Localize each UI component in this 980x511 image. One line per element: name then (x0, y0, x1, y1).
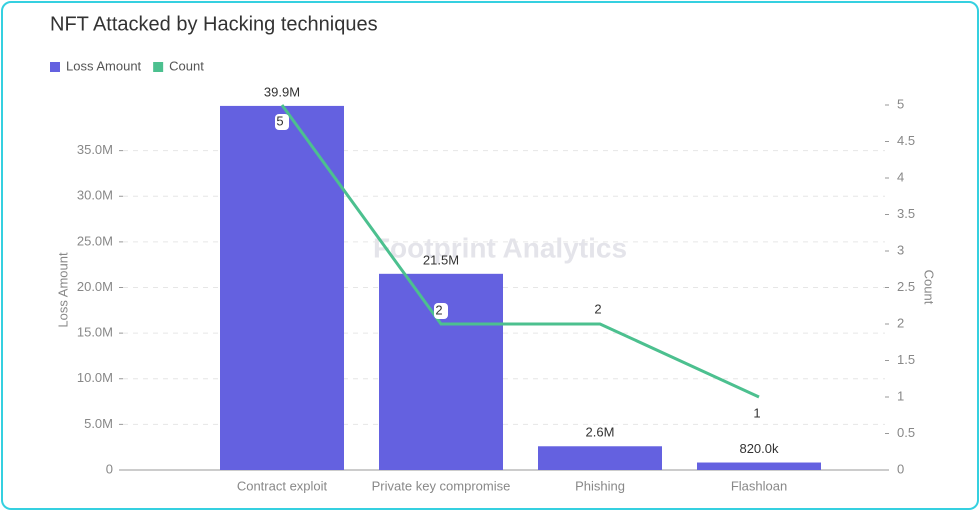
legend-label: Count (169, 58, 204, 73)
data-label: 2 (594, 301, 601, 316)
y2-tick-label: 5 (897, 96, 904, 111)
y-tick-label: 30.0M (77, 188, 113, 203)
watermark: Footprint Analytics (373, 232, 627, 263)
y-tick-label: 10.0M (77, 370, 113, 385)
y-tick-label: 20.0M (77, 279, 113, 294)
y2-tick-label: 2.5 (897, 279, 915, 294)
y2-tick-label: 0 (897, 461, 904, 476)
y2-axis-title: Count (922, 270, 937, 305)
legend-swatch (50, 62, 60, 72)
data-label: 1 (753, 405, 760, 420)
data-label-bg (434, 303, 448, 319)
y2-tick-label: 1.5 (897, 352, 915, 367)
bar (697, 462, 821, 470)
data-label: 5 (276, 113, 283, 128)
bar (220, 105, 344, 470)
y-tick-label: 0 (106, 461, 113, 476)
bar (538, 446, 662, 470)
legend-label: Loss Amount (66, 58, 142, 73)
y2-tick-label: 0.5 (897, 425, 915, 440)
data-label: 2.6M (586, 425, 615, 440)
y2-tick-label: 4.5 (897, 133, 915, 148)
x-tick-label: Phishing (575, 478, 625, 493)
y2-tick-label: 3.5 (897, 206, 915, 221)
x-tick-label: Private key compromise (372, 478, 511, 493)
line (280, 104, 760, 399)
y2-tick-label: 1 (897, 388, 904, 403)
legend-swatch (153, 62, 164, 72)
data-label: 2 (435, 302, 442, 317)
data-label: 820.0k (739, 441, 779, 456)
y-tick-label: 25.0M (77, 233, 113, 248)
y2-tick-label: 3 (897, 242, 904, 257)
y-tick-label: 35.0M (77, 142, 113, 157)
y-tick-label: 5.0M (84, 416, 113, 431)
chart-title: NFT Attacked by Hacking techniques (50, 13, 378, 35)
data-label: 21.5M (423, 252, 459, 267)
data-label: 39.9M (264, 84, 300, 99)
x-tick-label: Contract exploit (237, 478, 328, 493)
y-axis-title: Loss Amount (55, 252, 70, 328)
y2-tick-label: 4 (897, 169, 904, 184)
data-label-bg (275, 114, 289, 130)
x-tick-label: Flashloan (731, 478, 787, 493)
y2-tick-label: 2 (897, 315, 904, 330)
y-tick-label: 15.0M (77, 325, 113, 340)
